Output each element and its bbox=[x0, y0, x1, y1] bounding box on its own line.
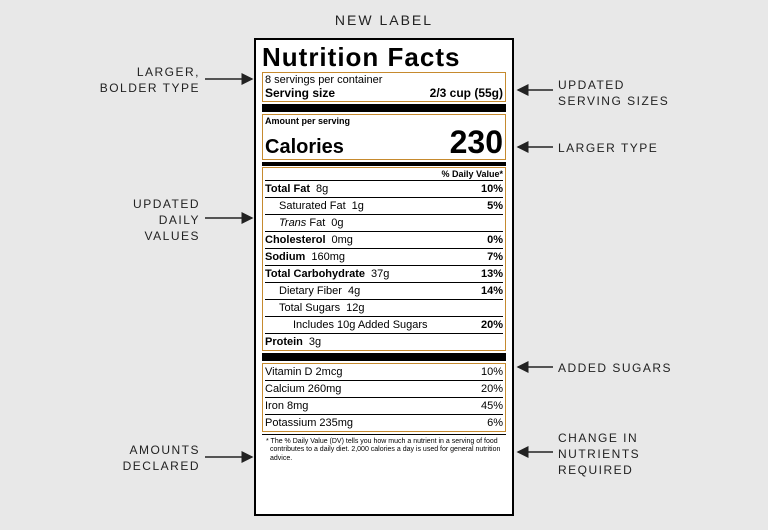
servings-per-container: 8 servings per container bbox=[265, 74, 503, 86]
calories-value: 230 bbox=[450, 126, 503, 158]
vitamin-row: Vitamin D 2mcg10% bbox=[265, 364, 503, 380]
nutrient-row: Total Sugars12g bbox=[265, 299, 503, 316]
nutrient-row: Sodium160mg7% bbox=[265, 248, 503, 265]
nutrients-main-box: % Daily Value* Total Fat8g10%Saturated F… bbox=[262, 167, 506, 351]
serving-box: 8 servings per container Serving size 2/… bbox=[262, 72, 506, 102]
nutrient-row: Saturated Fat1g5% bbox=[265, 197, 503, 214]
serving-size-value: 2/3 cup (55g) bbox=[430, 86, 503, 100]
divider-thick bbox=[262, 104, 506, 112]
nutrient-row: Total Fat8g10% bbox=[265, 180, 503, 197]
serving-size-label: Serving size bbox=[265, 86, 335, 100]
nutrient-row: Cholesterol0mg0% bbox=[265, 231, 503, 248]
nutrient-row: Total Carbohydrate37g13% bbox=[265, 265, 503, 282]
divider-thick-2 bbox=[262, 353, 506, 361]
annot-change-nutrients: CHANGE IN NUTRIENTS REQUIRED bbox=[558, 430, 718, 479]
nutrient-row: Includes 10g Added Sugars20% bbox=[265, 316, 503, 333]
annot-added-sugars: ADDED SUGARS bbox=[558, 360, 718, 376]
calories-box: Amount per serving Calories 230 bbox=[262, 114, 506, 160]
annot-larger-type: LARGER TYPE bbox=[558, 140, 718, 156]
nutrition-facts-title: Nutrition Facts bbox=[262, 44, 506, 72]
nutrient-row: Protein3g bbox=[265, 333, 503, 350]
divider-med bbox=[262, 162, 506, 166]
annot-serving-sizes: UPDATED SERVING SIZES bbox=[558, 77, 718, 109]
nutrients-bottom-box: Vitamin D 2mcg10%Calcium 260mg20%Iron 8m… bbox=[262, 363, 506, 432]
annot-updated-dv: UPDATED DAILY VALUES bbox=[100, 196, 200, 245]
vitamin-row: Iron 8mg45% bbox=[265, 397, 503, 414]
vitamin-row: Potassium 235mg6% bbox=[265, 414, 503, 431]
annot-larger-bolder: LARGER, BOLDER TYPE bbox=[70, 64, 200, 96]
serving-size-row: Serving size 2/3 cup (55g) bbox=[265, 86, 503, 100]
nutrition-label: Nutrition Facts 8 servings per container… bbox=[254, 38, 514, 516]
calories-label: Calories bbox=[265, 137, 344, 157]
dv-header: % Daily Value* bbox=[265, 168, 503, 180]
nutrient-row: Trans Fat 0g bbox=[265, 214, 503, 231]
footnote: * The % Daily Value (DV) tells you how m… bbox=[262, 435, 506, 463]
vitamin-row: Calcium 260mg20% bbox=[265, 380, 503, 397]
page-title: NEW LABEL bbox=[0, 12, 768, 28]
annot-amounts-declared: AMOUNTS DECLARED bbox=[80, 442, 200, 474]
nutrient-row: Dietary Fiber4g14% bbox=[265, 282, 503, 299]
